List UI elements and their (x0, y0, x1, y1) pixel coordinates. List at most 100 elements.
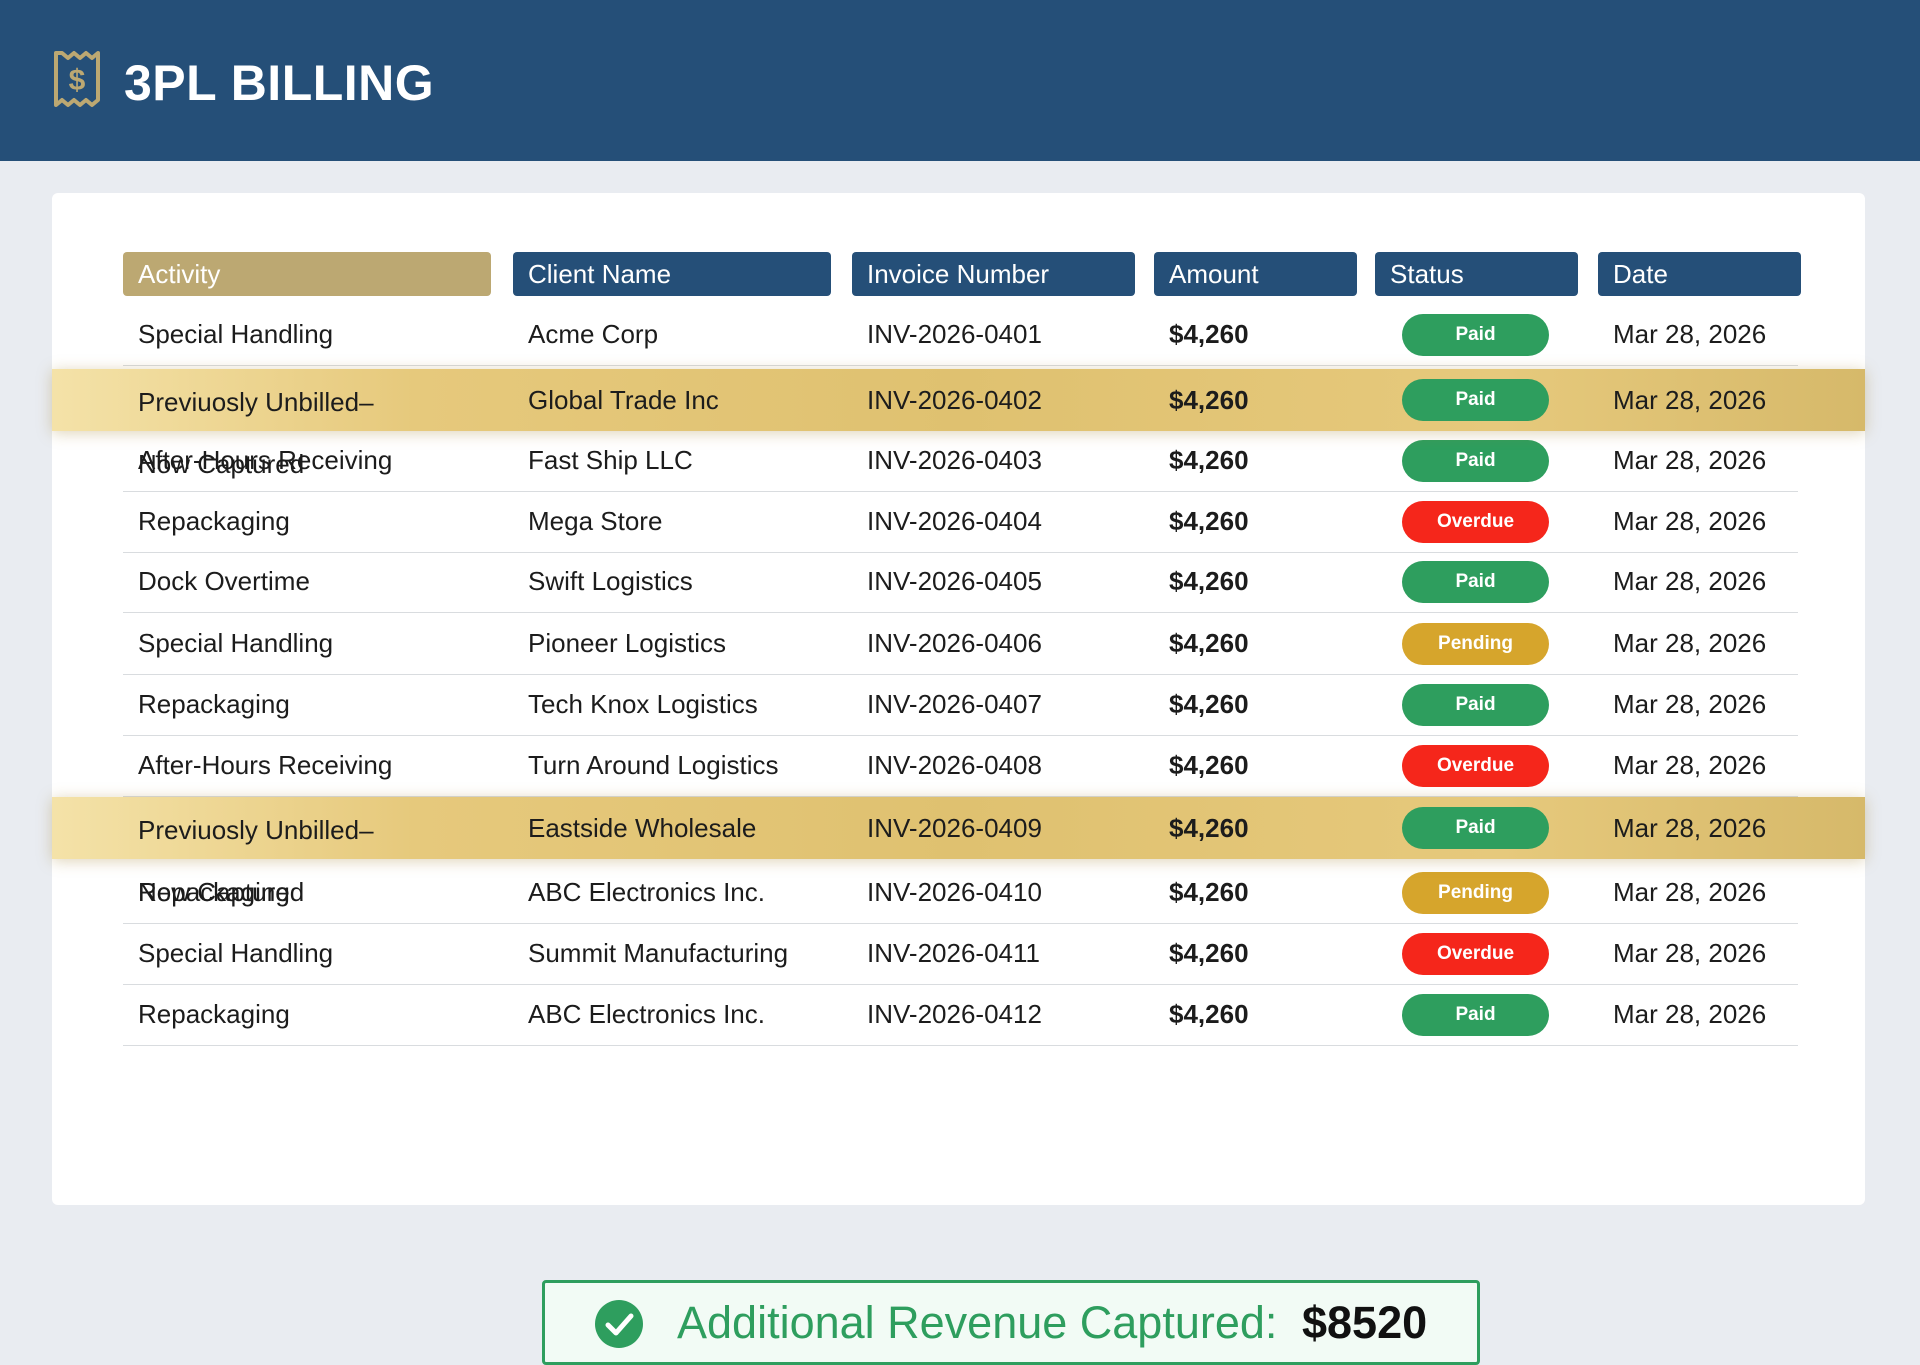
highlighted-table-row[interactable]: Previuosly Unbilled– Now Captured Eastside… (52, 797, 1865, 907)
status-badge: Pending (1402, 872, 1549, 914)
cell-amount: $4,260 (1169, 445, 1249, 475)
cell-date: Mar 28, 2026 (1613, 445, 1767, 475)
cell-date: Mar 28, 2026 (1613, 628, 1767, 658)
cell-amount: $4,260 (1169, 506, 1249, 536)
header-amount[interactable]: Amount (1154, 252, 1357, 296)
status-badge: Paid (1402, 561, 1549, 603)
activity-line: Special Handling (138, 938, 334, 968)
cell-amount: $4,260 (1169, 999, 1249, 1029)
header-client-name[interactable]: Client Name (513, 252, 831, 296)
table-row[interactable]: Dock Overtime Swift Logistics INV-2026-040… (123, 551, 1798, 613)
cell-amount: $4,260 (1169, 566, 1249, 596)
cell-client: Turn Around Logistics (528, 750, 779, 780)
cell-client: ABC Electronics Inc. (528, 999, 765, 1029)
activity-line: Now Captured (138, 449, 305, 479)
cell-amount: $4,260 (1169, 689, 1249, 719)
cell-amount: $4,260 (1169, 750, 1249, 780)
activity-line: Previuosly Unbilled– (138, 387, 374, 417)
cell-activity: Repackaging (138, 862, 290, 923)
cell-client: Eastside Wholesale (528, 813, 757, 843)
cell-client: Pioneer Logistics (528, 628, 726, 658)
cell-date: Mar 28, 2026 (1613, 566, 1767, 596)
check-circle-icon (595, 1300, 643, 1348)
header-invoice-number[interactable]: Invoice Number (852, 252, 1135, 296)
cell-amount: $4,260 (1169, 813, 1249, 843)
cell-activity: Special Handling (138, 923, 333, 984)
cell-date: Mar 28, 2026 (1613, 319, 1767, 349)
cell-date: Mar 28, 2026 (1613, 750, 1767, 780)
app-header: $ 3PL BILLING (0, 0, 1920, 161)
cell-invoice: INV-2026-0404 (867, 506, 1042, 536)
table-row[interactable]: After-Hours Receiving Turn Around Logisti… (123, 735, 1798, 797)
billing-table-card: Activity Client Name Invoice Number Amount S… (52, 193, 1865, 1365)
cell-amount: $4,260 (1169, 319, 1249, 349)
cell-date: Mar 28, 2026 (1613, 938, 1767, 968)
cell-client: Acme Corp (528, 319, 659, 349)
table-row[interactable]: Repackaging Mega Store INV-2026-0404 $4,260… (123, 491, 1798, 553)
cell-date: Mar 28, 2026 (1613, 506, 1767, 536)
cell-amount: $4,260 (1169, 877, 1249, 907)
status-badge: Paid (1402, 440, 1549, 482)
cell-activity: Special Handling (138, 613, 333, 674)
cell-date: Mar 28, 2026 (1613, 877, 1767, 907)
cell-date: Mar 28, 2026 (1613, 385, 1767, 415)
status-badge: Paid (1402, 807, 1549, 849)
cell-date: Mar 28, 2026 (1613, 813, 1767, 843)
activity-line: Repackaging (138, 877, 290, 907)
status-badge: Paid (1402, 379, 1549, 421)
cell-date: Mar 28, 2026 (1613, 999, 1767, 1029)
cell-client: Global Trade Inc (528, 385, 719, 415)
activity-line: Dock Overtime (138, 566, 310, 596)
summary-value: $8520 (1302, 1297, 1428, 1348)
status-badge: Pending (1402, 623, 1549, 665)
summary-label: Additional Revenue Captured: (677, 1297, 1278, 1348)
cell-activity: Dock Overtime (138, 551, 310, 612)
activity-line: Special Handling (138, 628, 334, 658)
activity-line: Repackaging (138, 689, 290, 719)
status-badge: Overdue (1402, 933, 1549, 975)
cell-amount: $4,260 (1169, 385, 1249, 415)
cell-amount: $4,260 (1169, 628, 1249, 658)
cell-client: ABC Electronics Inc. (528, 877, 765, 907)
table-row[interactable]: Repackaging ABC Electronics Inc. INV-2026-… (123, 862, 1798, 924)
table-row[interactable]: Repackaging ABC Electronics Inc. INV-2026-… (123, 984, 1798, 1046)
cell-activity: After-Hours Receiving (138, 735, 392, 796)
table-row[interactable]: After-Hours Receiving Fast Ship LLC INV-20… (123, 430, 1798, 492)
cell-invoice: INV-2026-0407 (867, 689, 1042, 719)
cell-invoice: INV-2026-0412 (867, 999, 1042, 1029)
header-date[interactable]: Date (1598, 252, 1801, 296)
cell-client: Swift Logistics (528, 566, 693, 596)
cell-date: Mar 28, 2026 (1613, 689, 1767, 719)
activity-line: After-Hours Receiving (138, 750, 393, 780)
status-badge: Overdue (1402, 745, 1549, 787)
activity-line: Repackaging (138, 506, 290, 536)
status-badge: Paid (1402, 314, 1549, 356)
highlighted-table-row[interactable]: Previuosly Unbilled– Now Captured Global T… (52, 369, 1865, 479)
cell-client: Tech Knox Logistics (528, 689, 758, 719)
cell-amount: $4,260 (1169, 938, 1249, 968)
cell-invoice: INV-2026-0405 (867, 566, 1042, 596)
cell-client: Fast Ship LLC (528, 445, 693, 475)
cell-client: Mega Store (528, 506, 663, 536)
table-row[interactable]: Special Handling Pioneer Logistics INV-202… (123, 613, 1798, 675)
cell-invoice: INV-2026-0402 (867, 385, 1042, 415)
cell-invoice: INV-2026-0401 (867, 319, 1042, 349)
header-status[interactable]: Status (1375, 252, 1578, 296)
cell-activity: Previuosly Unbilled– Now Captured (138, 797, 374, 907)
receipt-dollar-icon: $ (54, 51, 100, 107)
revenue-summary-box: Additional Revenue Captured: $8520 (542, 1280, 1480, 1365)
status-badge: Paid (1402, 994, 1549, 1036)
cell-invoice: INV-2026-0403 (867, 445, 1042, 475)
cell-activity: After-Hours Receiving (138, 430, 392, 491)
cell-invoice: INV-2026-0409 (867, 813, 1042, 843)
activity-line: Previuosly Unbilled– (138, 815, 374, 845)
cell-activity: Previuosly Unbilled– Now Captured (138, 369, 374, 479)
table-row[interactable]: Repackaging Tech Knox Logistics INV-2026-0… (123, 674, 1798, 736)
table-row[interactable]: Special Handling Acme Corp INV-2026-0401 $4… (123, 304, 1798, 366)
activity-line: Special Handling (138, 319, 334, 349)
svg-text:$: $ (69, 64, 86, 97)
table-row[interactable]: Special Handling Summit Manufacturing INV-… (123, 923, 1798, 985)
cell-client: Summit Manufacturing (528, 938, 789, 968)
activity-line: Now Captured (138, 877, 305, 907)
header-activity[interactable]: Activity (123, 252, 491, 296)
